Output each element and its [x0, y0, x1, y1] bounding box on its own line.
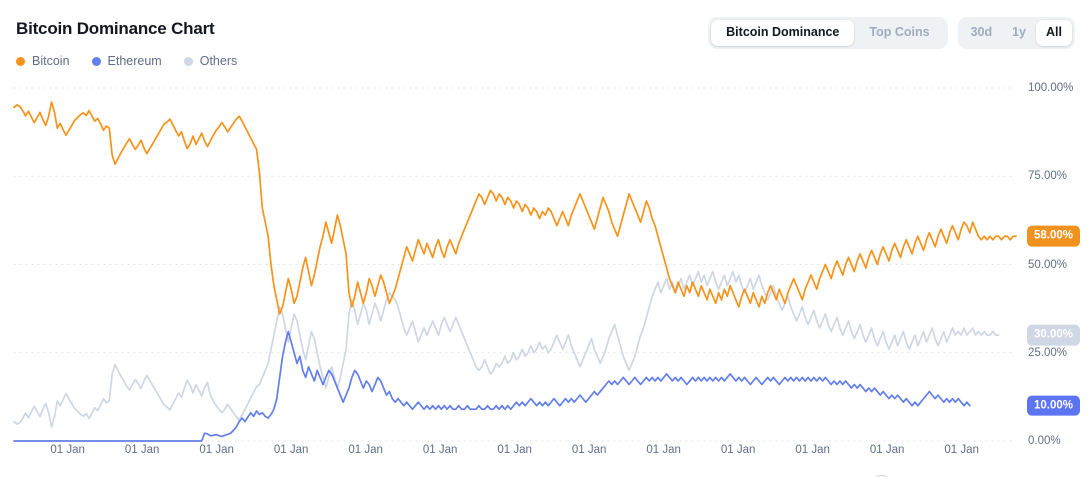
series-line-bitcoin — [13, 101, 1017, 315]
dominance-line-svg — [13, 87, 1017, 442]
legend-item-bitcoin[interactable]: Bitcoin — [16, 54, 70, 68]
legend-dot-icon — [91, 56, 101, 66]
x-axis-tick: 01 Jan — [571, 444, 607, 456]
x-axis-tick: 01 Jan — [795, 444, 830, 456]
range-toggle-1y[interactable]: 1y — [1002, 20, 1036, 46]
current-value-badge-bitcoin: 58.00% — [1027, 225, 1081, 247]
series-lines — [13, 101, 1017, 442]
x-axis-tick: 01 Jan — [720, 444, 756, 456]
chart-legend: Bitcoin Ethereum Others — [16, 54, 237, 68]
legend-label-others: Others — [199, 54, 238, 68]
chart-area: 0.00% 25.00% 50.00% 75.00% 100.00% 58.00% 30.0… — [0, 78, 1089, 477]
legend-label-ethereum: Ethereum — [107, 54, 162, 68]
y-axis-labels: 0.00% 25.00% 50.00% 75.00% 100.00% 58.00% 30.0… — [1024, 78, 1089, 477]
y-axis-tick: 0.00% — [1028, 435, 1061, 447]
current-value-badge-ethereum: 10.00% — [1027, 395, 1081, 417]
y-axis-tick: 100.00% — [1028, 82, 1074, 94]
legend-label-bitcoin: Bitcoin — [32, 54, 70, 68]
y-axis-tick: 50.00% — [1028, 258, 1068, 271]
range-toggle-30d[interactable]: 30d — [961, 20, 1003, 46]
x-axis-tick: 01 Jan — [199, 444, 234, 456]
legend-item-others[interactable]: Others — [183, 54, 238, 68]
x-axis-tick: 01 Jan — [869, 444, 905, 456]
view-toggle-group: Bitcoin Dominance Top Coins — [708, 17, 948, 49]
view-toggle-bitcoin-dominance[interactable]: Bitcoin Dominance — [711, 20, 855, 46]
x-axis-tick: 01 Jan — [497, 444, 532, 456]
chart-header: Bitcoin Dominance Chart Bitcoin Ethereum… — [0, 0, 1089, 78]
x-axis-tick: 01 Jan — [50, 444, 85, 456]
x-axis-tick: 01 Jan — [273, 444, 309, 456]
range-toggle-group: 30d 1y All — [957, 17, 1075, 49]
series-line-ethereum — [13, 330, 971, 442]
y-axis-tick: 25.00% — [1028, 346, 1068, 359]
x-axis-labels: 01 Jan 01 Jan 01 Jan 01 Jan 01 Jan 01 Jan 01 J… — [0, 444, 1020, 468]
x-axis-tick: 01 Jan — [646, 444, 681, 456]
legend-item-ethereum[interactable]: Ethereum — [91, 54, 162, 68]
page-title: Bitcoin Dominance Chart — [16, 19, 215, 38]
plot-canvas[interactable] — [0, 78, 1020, 477]
y-axis-tick: 75.00% — [1028, 170, 1068, 183]
x-axis-tick: 01 Jan — [348, 444, 383, 456]
legend-dot-icon — [16, 56, 25, 66]
legend-dot-icon — [183, 56, 193, 66]
current-value-badge-others: 30.00% — [1027, 324, 1081, 346]
x-axis-tick: 01 Jan — [422, 444, 458, 456]
series-line-others — [13, 270, 1000, 428]
gridlines — [13, 87, 1017, 442]
view-toggle-top-coins[interactable]: Top Coins — [854, 20, 944, 46]
chart-controls: Bitcoin Dominance Top Coins 30d 1y All — [708, 17, 1075, 49]
x-axis-tick: 01 Jan — [944, 444, 979, 456]
x-axis-tick: 01 Jan — [124, 444, 160, 456]
range-toggle-all[interactable]: All — [1036, 20, 1072, 46]
